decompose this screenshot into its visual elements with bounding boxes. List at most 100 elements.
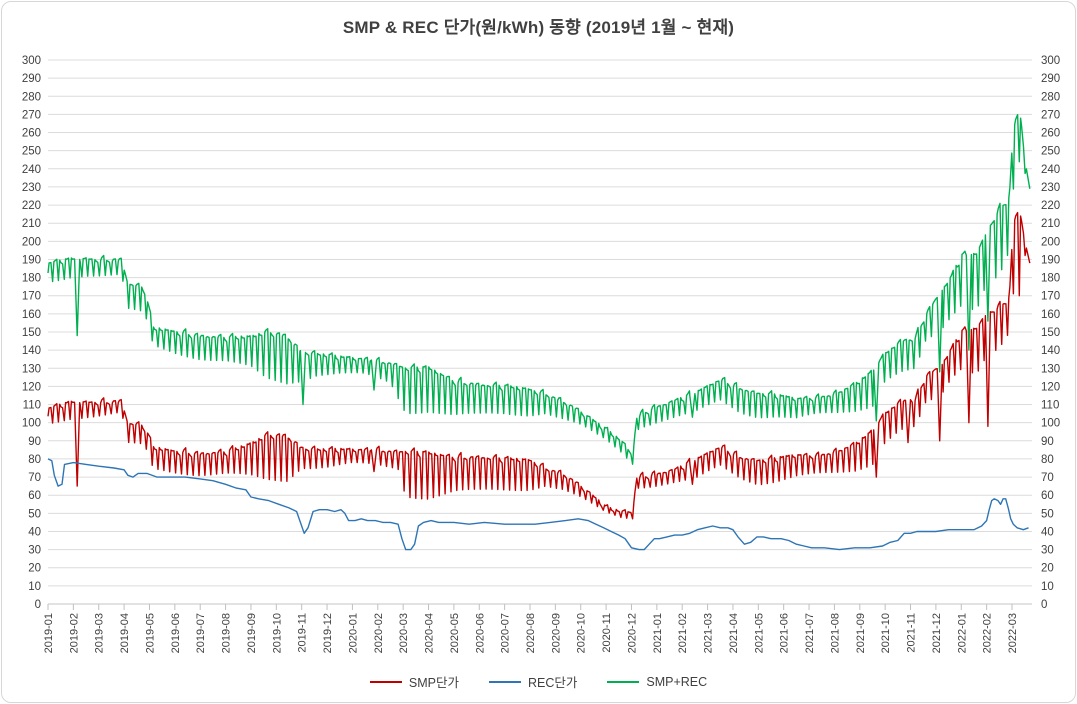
y-axis-label-left: 130 xyxy=(22,363,41,375)
x-axis-label: 2019-11 xyxy=(297,613,309,653)
y-axis-label-left: 270 xyxy=(22,109,41,121)
y-axis-label-right: 0 xyxy=(1041,599,1047,611)
y-axis-label-right: 30 xyxy=(1041,545,1054,557)
y-axis-label-left: 80 xyxy=(28,454,41,466)
x-axis-label: 2022-03 xyxy=(1007,613,1019,653)
y-axis-label-left: 220 xyxy=(22,200,41,212)
y-axis-label-right: 180 xyxy=(1041,273,1060,285)
x-axis-label: 2020-07 xyxy=(500,613,512,653)
series-line-smp xyxy=(47,211,1031,520)
x-axis-label: 2021-01 xyxy=(652,613,664,653)
x-axis-label: 2021-03 xyxy=(703,613,715,653)
y-axis-label-right: 130 xyxy=(1041,363,1060,375)
x-axis-label: 2020-12 xyxy=(626,613,638,653)
y-axis-label-left: 250 xyxy=(22,146,41,158)
smp-plus-rec-line-swatch xyxy=(607,680,640,683)
legend-item-smp: SMP단가 xyxy=(369,672,459,691)
y-axis-label-right: 200 xyxy=(1041,236,1060,248)
x-axis-label: 2019-09 xyxy=(246,613,258,653)
x-axis-label: 2021-10 xyxy=(880,613,892,653)
x-axis-label: 2019-03 xyxy=(94,613,106,653)
x-axis-label: 2019-01 xyxy=(43,613,55,653)
y-axis-label-right: 100 xyxy=(1041,418,1060,430)
y-axis-label-right: 250 xyxy=(1041,146,1060,158)
y-axis-label-left: 120 xyxy=(22,381,41,393)
x-axis-label: 2021-06 xyxy=(779,613,791,653)
y-axis-label-left: 100 xyxy=(22,418,41,430)
x-axis-label: 2020-09 xyxy=(550,613,562,653)
x-axis-label: 2019-10 xyxy=(271,613,283,653)
y-axis-label-right: 20 xyxy=(1041,563,1054,575)
y-axis-label-left: 230 xyxy=(22,182,41,194)
x-axis-label: 2022-02 xyxy=(982,613,994,653)
y-axis-label-right: 270 xyxy=(1041,109,1060,121)
legend: SMP단가 REC단가 SMP+REC xyxy=(0,672,1077,691)
x-axis-label: 2020-01 xyxy=(347,613,359,653)
legend-label-rec: REC단가 xyxy=(527,676,578,690)
y-axis-label-left: 140 xyxy=(22,345,41,357)
x-axis-label: 2019-08 xyxy=(221,613,233,653)
y-axis-label-right: 170 xyxy=(1041,291,1060,303)
y-axis-label-left: 290 xyxy=(22,73,41,85)
y-axis-label-right: 70 xyxy=(1041,472,1054,484)
x-axis-label: 2022-01 xyxy=(956,613,968,653)
legend-label-smp-plus-rec: SMP+REC xyxy=(646,674,708,689)
x-axis-label: 2019-12 xyxy=(322,613,334,653)
x-axis-label: 2020-11 xyxy=(601,613,613,653)
x-axis-label: 2021-02 xyxy=(677,613,689,653)
x-axis-label: 2019-02 xyxy=(68,613,80,653)
y-axis-label-left: 210 xyxy=(22,218,41,230)
y-axis-label-right: 40 xyxy=(1041,526,1054,538)
y-axis-label-right: 60 xyxy=(1041,490,1054,502)
y-axis-label-right: 220 xyxy=(1041,200,1060,212)
series-line-rec xyxy=(47,458,1029,551)
x-axis-label: 2019-06 xyxy=(170,613,182,653)
x-axis-label: 2021-04 xyxy=(728,613,740,653)
y-axis-label-right: 300 xyxy=(1041,55,1060,67)
y-axis-label-left: 110 xyxy=(23,400,41,412)
chart-title: SMP & REC 단가(원/kWh) 동향 (2019년 1월 ~ 현재) xyxy=(342,18,735,37)
y-axis-label-right: 290 xyxy=(1041,73,1060,85)
y-axis-label-left: 70 xyxy=(28,472,41,484)
x-axis-label: 2020-04 xyxy=(424,613,436,653)
x-axis-label: 2021-08 xyxy=(829,613,841,653)
y-axis-label-right: 80 xyxy=(1041,454,1054,466)
y-axis-label-left: 170 xyxy=(22,291,41,303)
x-axis-label: 2021-12 xyxy=(931,613,943,653)
y-axis-label-right: 120 xyxy=(1041,381,1060,393)
y-axis-label-right: 260 xyxy=(1041,128,1060,140)
y-axis-label-left: 30 xyxy=(28,545,41,557)
x-axis-label: 2019-04 xyxy=(119,613,131,653)
smp-line-swatch xyxy=(369,680,402,683)
y-axis-label-left: 60 xyxy=(28,490,41,502)
legend-label-smp: SMP단가 xyxy=(408,676,459,690)
y-axis-label-right: 110 xyxy=(1041,400,1059,412)
y-axis-label-right: 240 xyxy=(1041,164,1060,176)
y-axis-label-right: 230 xyxy=(1041,182,1060,194)
y-axis-label-left: 180 xyxy=(22,273,41,285)
x-axis-label: 2019-07 xyxy=(195,613,207,653)
x-axis-label: 2021-05 xyxy=(753,613,765,653)
y-axis-label-left: 0 xyxy=(35,599,41,611)
x-axis-label: 2020-02 xyxy=(373,613,385,653)
legend-item-rec: REC단가 xyxy=(488,672,578,691)
y-axis-label-left: 190 xyxy=(22,254,41,266)
x-axis-label: 2020-03 xyxy=(398,613,410,653)
y-axis-label-left: 40 xyxy=(28,526,41,538)
y-axis-label-right: 150 xyxy=(1041,327,1060,339)
y-axis-label-left: 280 xyxy=(22,91,41,103)
x-axis-label: 2021-09 xyxy=(855,613,867,653)
y-axis-label-left: 10 xyxy=(28,581,41,593)
x-axis-label: 2020-06 xyxy=(474,613,486,653)
y-axis-label-left: 260 xyxy=(22,128,41,140)
x-axis-label: 2020-05 xyxy=(449,613,461,653)
y-axis-label-right: 140 xyxy=(1041,345,1060,357)
rec-line-swatch xyxy=(488,680,521,683)
y-axis-label-left: 150 xyxy=(22,327,41,339)
y-axis-label-left: 50 xyxy=(28,508,41,520)
y-axis-label-left: 160 xyxy=(22,309,41,321)
x-axis-label: 2019-05 xyxy=(144,613,156,653)
y-axis-label-left: 90 xyxy=(28,436,41,448)
